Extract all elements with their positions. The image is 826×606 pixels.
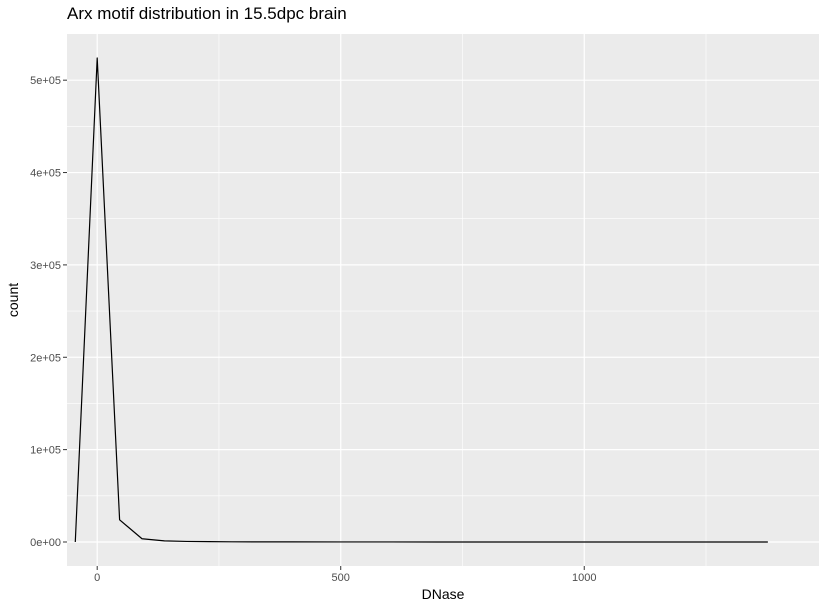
y-tick-label: 0e+00 bbox=[30, 537, 61, 549]
x-tick-label: 0 bbox=[94, 572, 100, 584]
y-tick-label: 5e+05 bbox=[30, 75, 61, 87]
y-axis-title: count bbox=[5, 283, 21, 317]
x-axis-title: DNase bbox=[422, 586, 465, 602]
x-tick-label: 500 bbox=[332, 572, 350, 584]
y-tick-label: 2e+05 bbox=[30, 352, 61, 364]
series-layer bbox=[74, 57, 768, 543]
y-axis-ticks: 0e+00 1e+05 2e+05 3e+05 4e+05 5e+05 bbox=[30, 75, 67, 549]
chart-title: Arx motif distribution in 15.5dpc brain bbox=[67, 4, 347, 23]
series-line bbox=[74, 57, 768, 543]
plot-panel bbox=[67, 34, 819, 566]
y-tick-label: 3e+05 bbox=[30, 260, 61, 272]
y-tick-label: 4e+05 bbox=[30, 168, 61, 180]
x-axis-ticks: 0 500 1000 bbox=[94, 566, 596, 584]
y-tick-label: 1e+05 bbox=[30, 445, 61, 457]
x-tick-label: 1000 bbox=[572, 572, 596, 584]
minor-gridlines bbox=[67, 34, 819, 566]
